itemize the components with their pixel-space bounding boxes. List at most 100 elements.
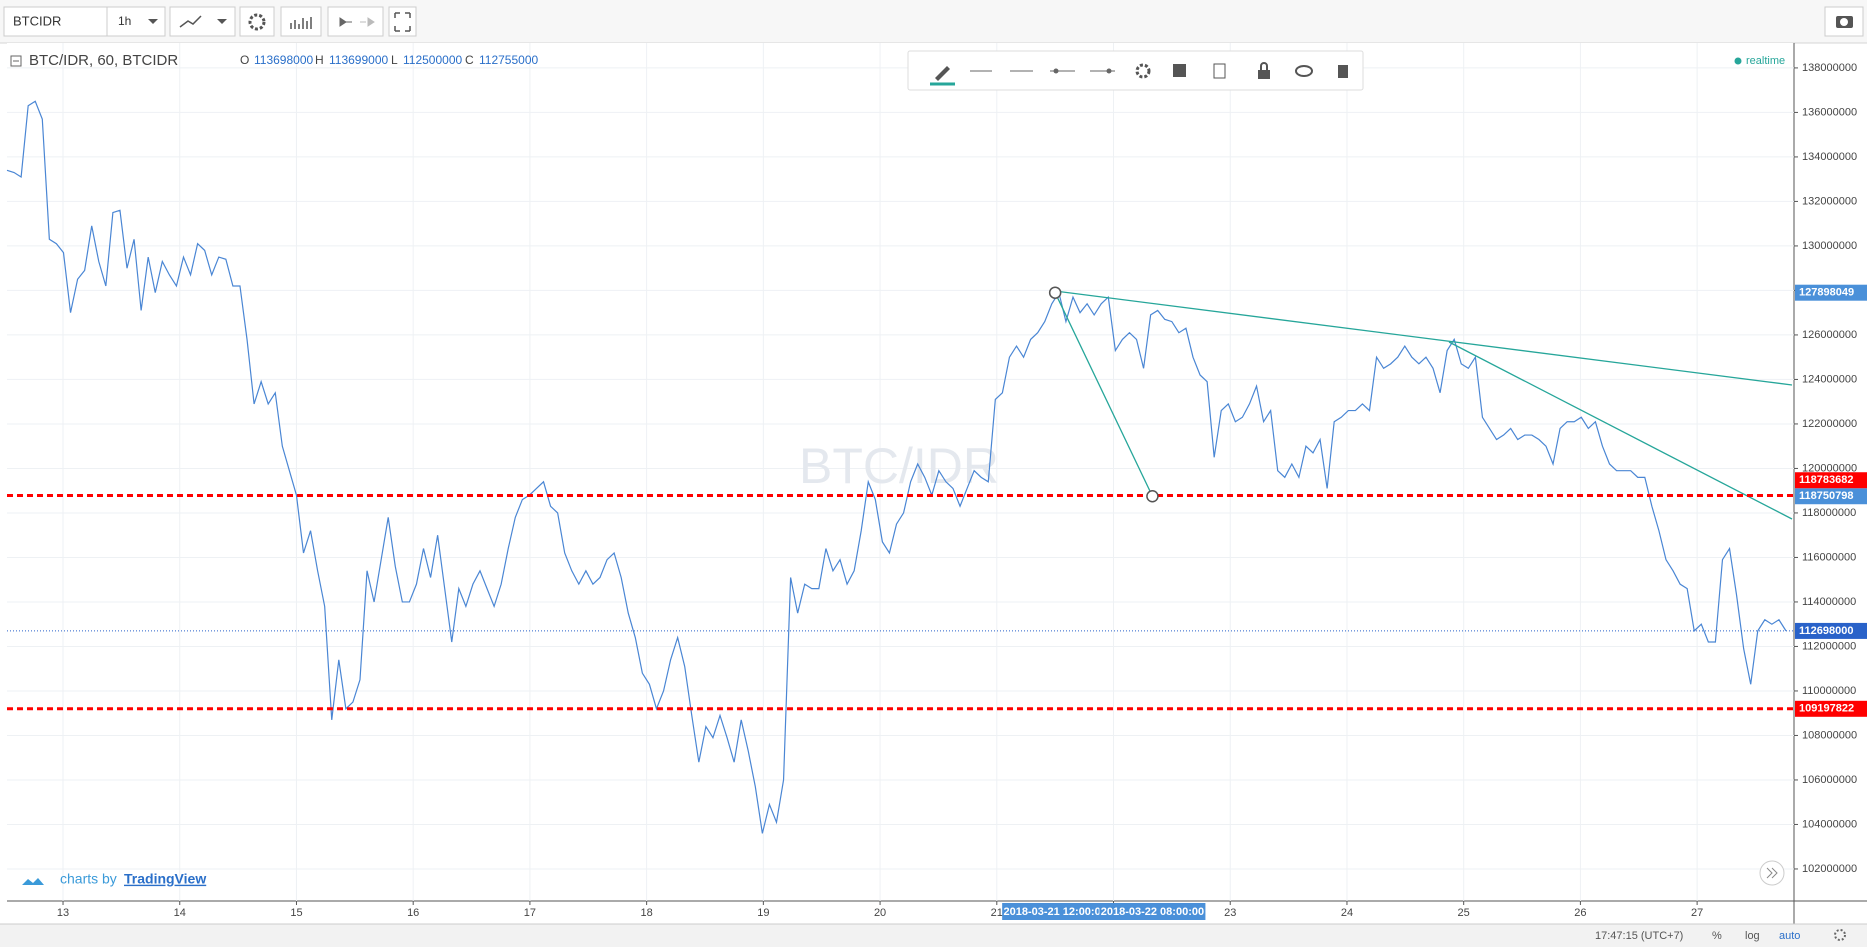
branding-link[interactable]: TradingView [124, 871, 206, 887]
realtime-status: realtime [1746, 55, 1785, 67]
end-icon [1106, 68, 1112, 74]
properties-button[interactable] [1135, 63, 1151, 79]
y-tick-label: 124000000 [1802, 373, 1857, 385]
x-tick-label: 16 [407, 907, 419, 919]
price-label: 127898049 [1799, 287, 1854, 299]
auto-toggle[interactable]: auto [1779, 930, 1800, 942]
y-tick-label: 104000000 [1802, 818, 1857, 830]
low-label: L [391, 53, 398, 67]
watermark: BTC/IDR [799, 438, 999, 494]
price-label-bg [1795, 284, 1867, 301]
trend-handle[interactable] [1146, 489, 1159, 503]
tv-logo [22, 878, 44, 885]
close-value: 112755000 [479, 53, 539, 67]
y-tick-label: 122000000 [1802, 418, 1857, 430]
indicators-button[interactable] [280, 6, 322, 37]
settings-icon[interactable] [1834, 929, 1846, 941]
x-tick-label: 18 [641, 907, 653, 919]
collapse-button[interactable] [10, 55, 22, 67]
high-value: 113699000 [329, 53, 389, 67]
low-value: 112500000 [403, 53, 463, 67]
y-tick-label: 110000000 [1802, 685, 1856, 697]
line-icon [179, 15, 202, 28]
price-label: 109197822 [1799, 703, 1854, 715]
x-tick-label: 23 [1224, 907, 1236, 919]
plot [6, 100, 1787, 834]
percent-toggle[interactable]: % [1712, 930, 1722, 942]
status-bar [0, 924, 1867, 947]
open-label: O [240, 53, 249, 67]
x-tick-label: 13 [57, 907, 69, 919]
close-label: C [465, 53, 474, 67]
chart-style-button[interactable] [169, 6, 236, 37]
fullscreen-button[interactable] [388, 6, 417, 37]
y-tick-label: 134000000 [1802, 151, 1857, 163]
y-tick-label: 106000000 [1802, 774, 1857, 786]
y-tick-label: 112000000 [1802, 640, 1856, 652]
price-label: 118783682 [1799, 474, 1853, 486]
trend-line[interactable] [1054, 290, 1793, 386]
interval[interactable]: 1h [118, 14, 131, 28]
undo-redo[interactable] [327, 6, 384, 37]
y-tick-label: 102000000 [1802, 863, 1857, 875]
indicators-icon [290, 17, 312, 29]
start-icon [1053, 68, 1059, 74]
x-tick-label: 26 [1574, 907, 1586, 919]
hide-button[interactable] [1295, 65, 1313, 77]
color-icon[interactable] [935, 66, 950, 81]
x-tick-label: 24 [1341, 907, 1353, 919]
y-tick-label: 114000000 [1802, 596, 1856, 608]
gear-icon [248, 13, 266, 31]
branding-prefix: charts by [60, 871, 117, 887]
x-tick-label: 15 [290, 907, 302, 919]
high-label: H [315, 53, 324, 67]
x-tick-label: 27 [1691, 907, 1703, 919]
x-tick-label: 25 [1458, 907, 1470, 919]
delete-button[interactable] [1338, 65, 1348, 78]
time-label-bg [1099, 903, 1206, 920]
price-label-bg [1795, 700, 1867, 717]
open-value: 113698000 [254, 53, 314, 67]
price-label-bg [1795, 488, 1867, 505]
lock-shackle [1260, 62, 1268, 70]
y-tick-label: 108000000 [1802, 729, 1857, 741]
grid [7, 43, 1794, 901]
y-tick-label: 138000000 [1802, 62, 1857, 74]
dropdown-arrow[interactable] [217, 19, 227, 24]
symbol[interactable]: BTCIDR [13, 13, 61, 28]
dropdown-arrow[interactable] [148, 19, 158, 24]
y-tick-label: 116000000 [1802, 551, 1856, 563]
time-label-bg [1002, 903, 1109, 920]
interval-box[interactable] [106, 6, 166, 37]
selected-trend-line[interactable] [1054, 292, 1154, 497]
x-tick-label: 21 [991, 907, 1003, 919]
trend-line[interactable] [1448, 341, 1793, 520]
log-toggle[interactable]: log [1745, 930, 1760, 942]
x-tick-label: 19 [757, 907, 769, 919]
clone-button[interactable] [1213, 63, 1226, 79]
undo-icon[interactable] [339, 17, 352, 27]
clock: 17:47:15 (UTC+7) [1595, 930, 1683, 942]
redo-icon[interactable] [360, 17, 375, 27]
scroll-icon [1766, 867, 1778, 879]
y-tick-label: 136000000 [1802, 106, 1857, 118]
x-tick-label: 20 [874, 907, 886, 919]
price-label: 118750798 [1799, 490, 1853, 502]
x-tick-label: 17 [524, 907, 536, 919]
lock-button[interactable] [1258, 70, 1270, 79]
camera-lens [1840, 18, 1848, 26]
x-tick-label: 14 [174, 907, 186, 919]
top-toolbar [0, 0, 1867, 43]
plot-area[interactable] [7, 43, 1794, 901]
price-label: 112698000 [1799, 625, 1853, 637]
drawing-toolbar [907, 50, 1364, 91]
y-tick-label: 132000000 [1802, 195, 1857, 207]
visual-order-button[interactable] [1173, 64, 1186, 77]
settings-button[interactable] [239, 6, 275, 37]
y-tick-label: 118000000 [1802, 507, 1856, 519]
trend-handle[interactable] [1048, 286, 1062, 299]
time-label: 2018-03-21 12:00:00 [1003, 906, 1106, 918]
y-tick-label: 130000000 [1802, 240, 1857, 252]
